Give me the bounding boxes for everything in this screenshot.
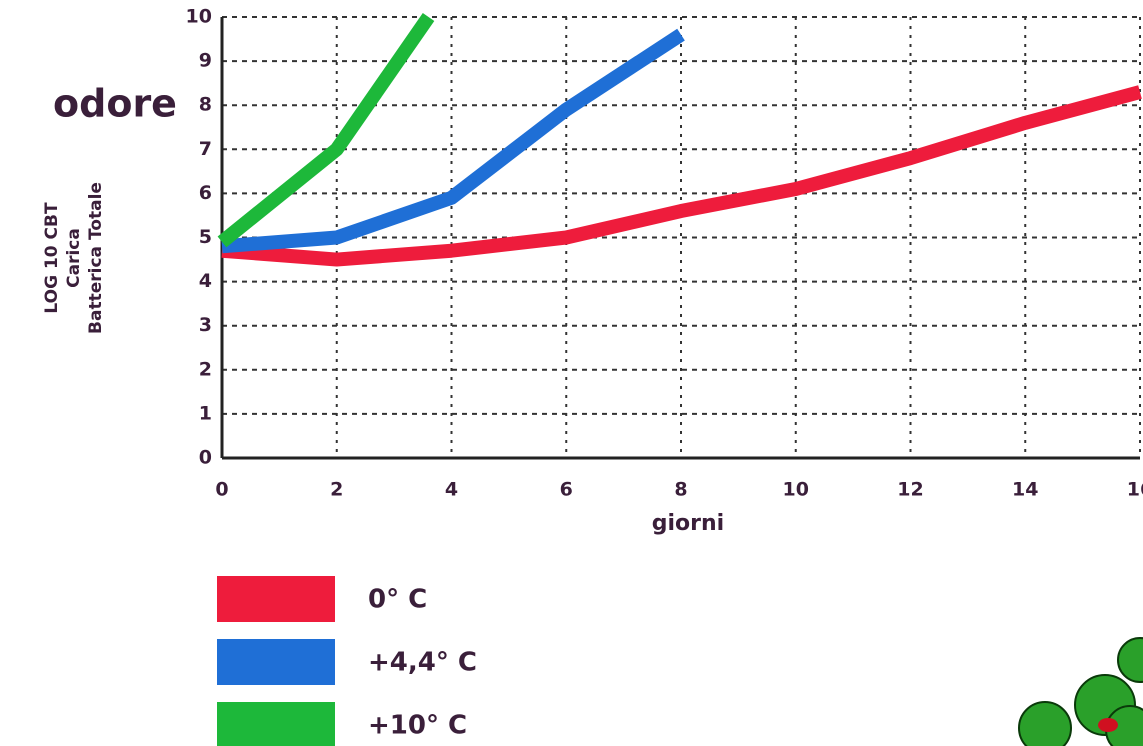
legend-label: +4,4° C	[368, 648, 477, 678]
x-tick-label: 12	[897, 479, 923, 501]
y-tick-label: 5	[199, 226, 212, 248]
y-tick-label: 10	[186, 6, 212, 28]
legend-swatch	[217, 702, 335, 746]
x-tick-label: 6	[560, 479, 573, 501]
y-tick-label: 6	[199, 182, 212, 204]
cartoon	[960, 592, 1143, 746]
y-tick-label: 2	[199, 358, 212, 380]
x-tick-label: 10	[783, 479, 809, 501]
y-tick-label: 4	[199, 270, 212, 292]
y-tick-label: 3	[199, 314, 212, 336]
x-tick-label: 2	[330, 479, 343, 501]
chart: odore giorni LOG 10 CBT Carica Batterica…	[0, 0, 1143, 746]
x-axis-label: giorni	[652, 511, 724, 536]
page: {"chart_data": {"type": "line", "annotat…	[0, 0, 1143, 746]
x-tick-label: 0	[215, 479, 228, 501]
y-axis-label: LOG 10 CBT Carica Batterica Totale	[42, 182, 106, 334]
x-tick-label: 8	[674, 479, 687, 501]
x-tick-label: 14	[1012, 479, 1038, 501]
annotation: odore	[53, 82, 177, 126]
legend-swatch	[217, 639, 335, 685]
legend-label: +10° C	[368, 711, 467, 741]
series-line	[222, 35, 681, 247]
legend-swatch	[217, 576, 335, 622]
y-axis-label-line: LOG 10 CBT	[42, 202, 62, 314]
x-tick-label: 16	[1127, 479, 1143, 501]
y-tick-label: 0	[199, 447, 212, 469]
x-tick-label: 4	[445, 479, 458, 501]
y-tick-label: 7	[199, 138, 212, 160]
y-tick-label: 8	[199, 94, 212, 116]
series-line	[222, 17, 429, 242]
legend-label: 0° C	[368, 585, 427, 615]
y-tick-label: 9	[199, 50, 212, 72]
y-axis-label-line: Batterica Totale	[86, 182, 106, 334]
y-axis-label-line: Carica	[64, 228, 84, 288]
y-tick-label: 1	[199, 402, 212, 424]
